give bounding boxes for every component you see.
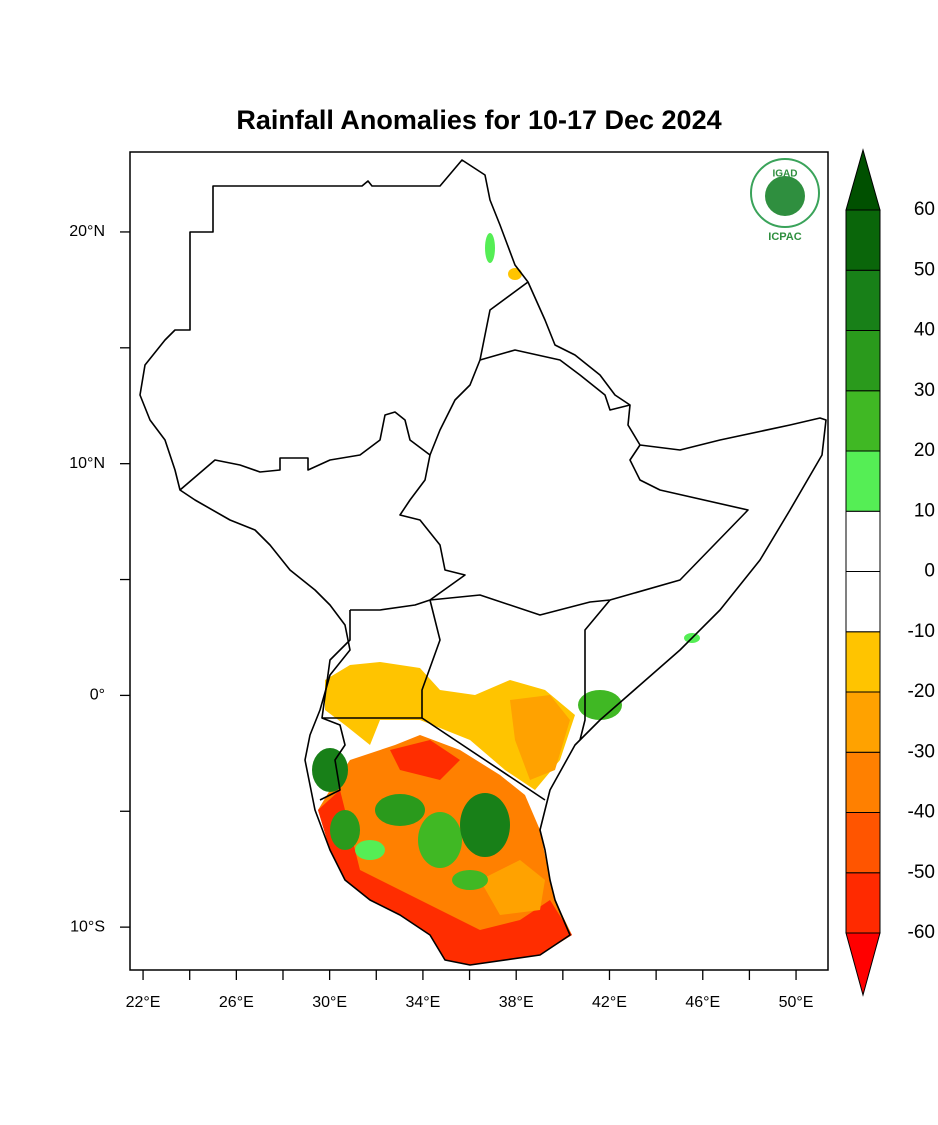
anomaly-area (390, 740, 460, 780)
region-outline (139, 159, 827, 966)
x-tick-label: 26°E (219, 994, 254, 1011)
colorbar-label: -20 (908, 681, 935, 702)
x-tick-label: 30°E (312, 994, 347, 1011)
colorbar-label: -30 (908, 741, 935, 762)
border-line (479, 349, 631, 411)
y-tick-label: 20°N (69, 223, 105, 240)
colorbar-label: 0 (924, 561, 935, 582)
colorbar-box (845, 691, 881, 753)
anomaly-area (330, 810, 360, 850)
anomaly-area (325, 662, 575, 790)
y-tick-label: 10°N (69, 455, 105, 472)
border-line (579, 599, 611, 741)
colorbar-box (845, 269, 881, 331)
colorbar-over (845, 148, 881, 211)
colorbar-label: 60 (914, 199, 935, 220)
country-borders (139, 159, 827, 966)
colorbar-box (845, 390, 881, 452)
colorbar-under (845, 932, 881, 997)
anomaly-area (375, 794, 425, 826)
colorbar-box (845, 450, 881, 512)
anomaly-area (318, 790, 572, 965)
colorbar-box (845, 209, 881, 271)
axes: 22°E 26°E 30°E 34°E 38°E 42°E 46°E 50°E 20°N 10°N… (69, 223, 813, 1011)
colorbar-box (845, 812, 881, 874)
colorbar: -60 -50 -40 -30 -20 -10 0 10 20 30 40 50 60 (845, 148, 935, 997)
anomaly-area (578, 690, 622, 720)
x-tick-label: 42°E (592, 994, 627, 1011)
anomaly-area (510, 695, 570, 780)
x-tick-label: 46°E (685, 994, 720, 1011)
colorbar-label: 10 (914, 500, 935, 521)
anomaly-area (355, 840, 385, 860)
x-tick-label: 22°E (126, 994, 161, 1011)
colorbar-box (845, 510, 881, 572)
colorbar-box (845, 872, 881, 934)
colorbar-box (845, 631, 881, 693)
anomaly-area (418, 812, 462, 868)
x-tick-label: 38°E (499, 994, 534, 1011)
colorbar-box (845, 330, 881, 392)
x-tick-label: 50°E (779, 994, 814, 1011)
colorbar-label: -10 (908, 621, 935, 642)
border-line (421, 599, 546, 801)
colorbar-box (845, 751, 881, 813)
border-line (179, 281, 529, 491)
logo-emblem (765, 176, 805, 216)
y-tick-label: 0° (90, 687, 105, 704)
anomaly-area (508, 268, 522, 280)
map-title: Rainfall Anomalies for 10-17 Dec 2024 (236, 105, 721, 135)
x-tick-label: 34°E (405, 994, 440, 1011)
border-line (429, 444, 749, 616)
colorbar-box (845, 571, 881, 633)
logo-name: IGAD (773, 169, 798, 180)
border-line (319, 610, 351, 801)
colorbar-label: 40 (914, 320, 935, 341)
colorbar-label: -60 (908, 922, 935, 943)
logo-org: ICPAC (768, 231, 801, 243)
y-tick-label: 10°S (70, 918, 105, 935)
colorbar-label: 20 (914, 440, 935, 461)
border-line (350, 454, 466, 611)
anomaly-area (480, 860, 545, 915)
colorbar-label: 50 (914, 259, 935, 280)
colorbar-label: -40 (908, 802, 935, 823)
logo: IGAD ICPAC (750, 158, 820, 243)
anomaly-area (452, 870, 488, 890)
colorbar-label: -50 (908, 862, 935, 883)
colorbar-label: 30 (914, 380, 935, 401)
anomaly-area (312, 748, 348, 792)
anomaly-area (485, 233, 495, 263)
anomaly-area (460, 793, 510, 857)
anomaly-field (312, 233, 700, 965)
